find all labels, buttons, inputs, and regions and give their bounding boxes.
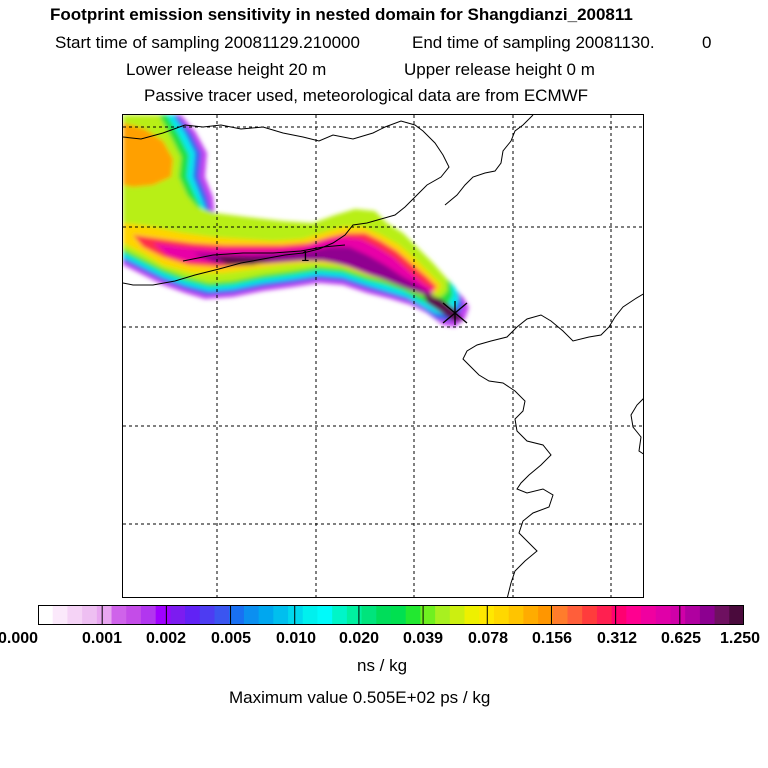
colorbar-swatch (199, 605, 216, 625)
colorbar-swatch (493, 605, 510, 625)
colorbar-swatch (655, 605, 672, 625)
footprint-map: 1 (122, 114, 644, 598)
colorbar-swatch (229, 605, 245, 625)
colorbar-swatch (449, 605, 466, 625)
colorbar-swatch (243, 605, 260, 625)
footprint-plume (123, 115, 469, 327)
colorbar-tick-label: 0.312 (596, 630, 638, 647)
colorbar-swatch (361, 605, 377, 625)
coastline-island (630, 398, 643, 455)
contour-label: 1 (301, 248, 309, 265)
colorbar-swatch (670, 605, 686, 625)
colorbar-swatch (96, 605, 113, 625)
colorbar-tick-label: 0.156 (531, 630, 573, 647)
colorbar-swatch (52, 605, 69, 625)
colorbar-swatch (405, 605, 422, 625)
chart-title: Footprint emission sensitivity in nested… (50, 5, 633, 24)
colorbar-swatch (346, 605, 363, 625)
colorbar-swatch (523, 605, 539, 625)
colorbar-swatch (582, 605, 598, 625)
colorbar-swatch (699, 605, 716, 625)
colorbar-swatch (185, 605, 201, 625)
colorbar-swatch (38, 605, 54, 625)
colorbar-swatch (552, 605, 569, 625)
colorbar-unit-label: ns / kg (357, 656, 408, 675)
colorbar-swatch (155, 605, 171, 625)
upper-release-height: Upper release height 0 m (404, 60, 595, 79)
colorbar-swatch (508, 605, 524, 625)
colorbar-tick-label: 0.001 (81, 630, 123, 647)
contour-line (182, 244, 346, 262)
colorbar-swatch (435, 605, 451, 625)
colorbar-swatch (685, 605, 701, 625)
colorbar-swatch (391, 605, 407, 625)
colorbar-swatch (626, 605, 642, 625)
plume-band-orange (123, 123, 173, 187)
colorbar-tick-label: 0.625 (660, 630, 702, 647)
colorbar-swatch (729, 605, 744, 625)
colorbar-swatch (611, 605, 627, 625)
colorbar-swatch (567, 605, 583, 625)
colorbar-tick-label: 0.002 (145, 630, 187, 647)
start-time-label: Start time of sampling 20081129.210000 (55, 33, 360, 52)
colorbar-tick-label: 0.078 (467, 630, 509, 647)
colorbar-swatch (376, 605, 392, 625)
colorbar-tick-label: 0.005 (210, 630, 252, 647)
colorbar-swatch (140, 605, 157, 625)
coastline-east (444, 115, 534, 206)
colorbar-tick-label: 0.039 (402, 630, 444, 647)
colorbar-border (38, 605, 744, 625)
colorbar-swatch (714, 605, 730, 625)
colorbar-swatch (214, 605, 230, 625)
colorbar-tick-label: 1.250 (719, 630, 761, 647)
coastline-north (123, 120, 450, 286)
end-time-label: End time of sampling 20081130. (412, 33, 655, 52)
colorbar-swatch (317, 605, 333, 625)
maximum-value-label: Maximum value 0.505E+02 ps / kg (229, 688, 491, 707)
end-time-suffix: 0 (702, 33, 712, 52)
colorbar-swatch (641, 605, 657, 625)
colorbar-swatch (420, 605, 436, 625)
colorbar-swatch (538, 605, 554, 625)
colorbar-swatch (332, 605, 348, 625)
colorbar-tick-label: 0.000 (0, 630, 39, 647)
colorbar-swatch (464, 605, 480, 625)
plume-band-magenta (153, 237, 435, 293)
graticule (123, 115, 643, 597)
colorbar-tick-label: 0.010 (275, 630, 317, 647)
colorbar-swatch (126, 605, 142, 625)
colorbar-swatch (67, 605, 83, 625)
plume-band-darkcore (215, 255, 463, 321)
tracer-note: Passive tracer used, meteorological data… (144, 86, 589, 105)
colorbar-swatch (82, 605, 98, 625)
lower-release-height: Lower release height 20 m (126, 60, 327, 79)
colorbar (38, 605, 744, 625)
receptor-cross-icon (442, 301, 468, 325)
coastlines (123, 115, 643, 597)
colorbar-swatch (111, 605, 127, 625)
colorbar-tick-label: 0.020 (338, 630, 380, 647)
colorbar-swatch (273, 605, 289, 625)
colorbar-swatch (258, 605, 274, 625)
colorbar-swatch (170, 605, 186, 625)
colorbar-swatch (302, 605, 319, 625)
colorbar-swatch (596, 605, 613, 625)
colorbar-swatch (288, 605, 304, 625)
coastline-peninsula (462, 293, 643, 597)
